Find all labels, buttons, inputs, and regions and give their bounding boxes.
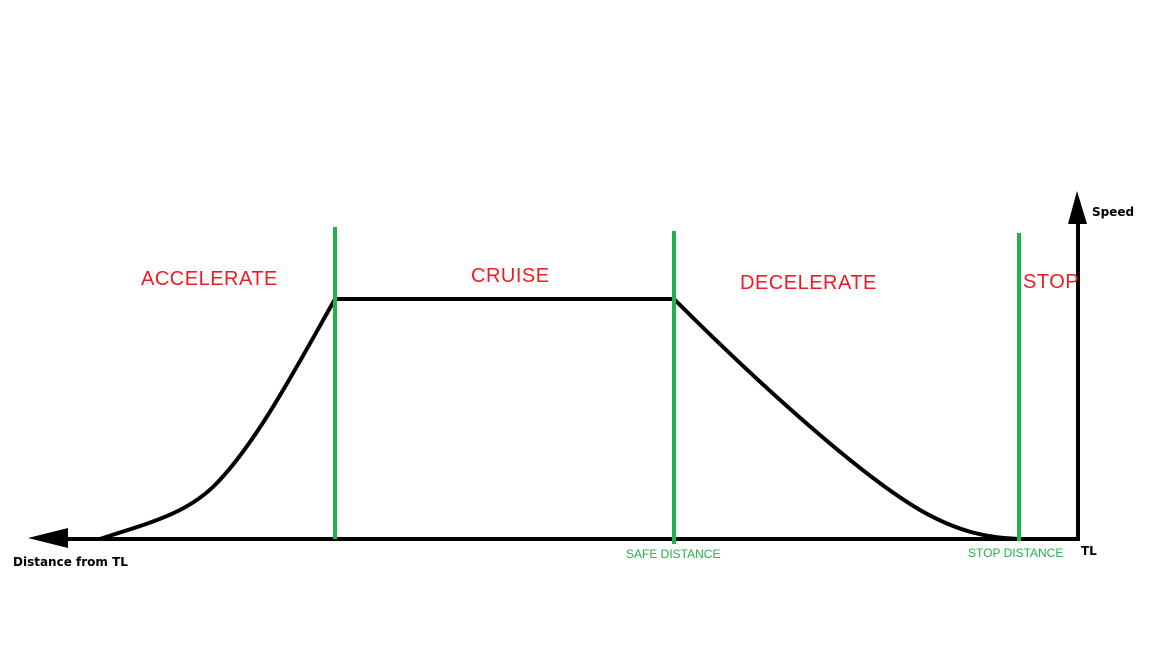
x-axis-label: Distance from TL xyxy=(13,555,128,569)
safe-distance-label: SAFE DISTANCE xyxy=(626,547,720,561)
speed-profile-curve xyxy=(98,297,1022,541)
y-axis-arrow xyxy=(1068,191,1087,224)
phase-label-stop: STOP xyxy=(1023,271,1079,293)
phase-label-cruise: CRUISE xyxy=(471,265,550,287)
phase-label-decelerate: DECELERATE xyxy=(740,272,877,294)
origin-label: TL xyxy=(1081,544,1097,558)
phase-label-accelerate: ACCELERATE xyxy=(141,268,278,290)
x-axis-arrow xyxy=(28,528,68,548)
stop-distance-label: STOP DISTANCE xyxy=(968,546,1063,560)
y-axis-label: Speed xyxy=(1092,205,1134,219)
